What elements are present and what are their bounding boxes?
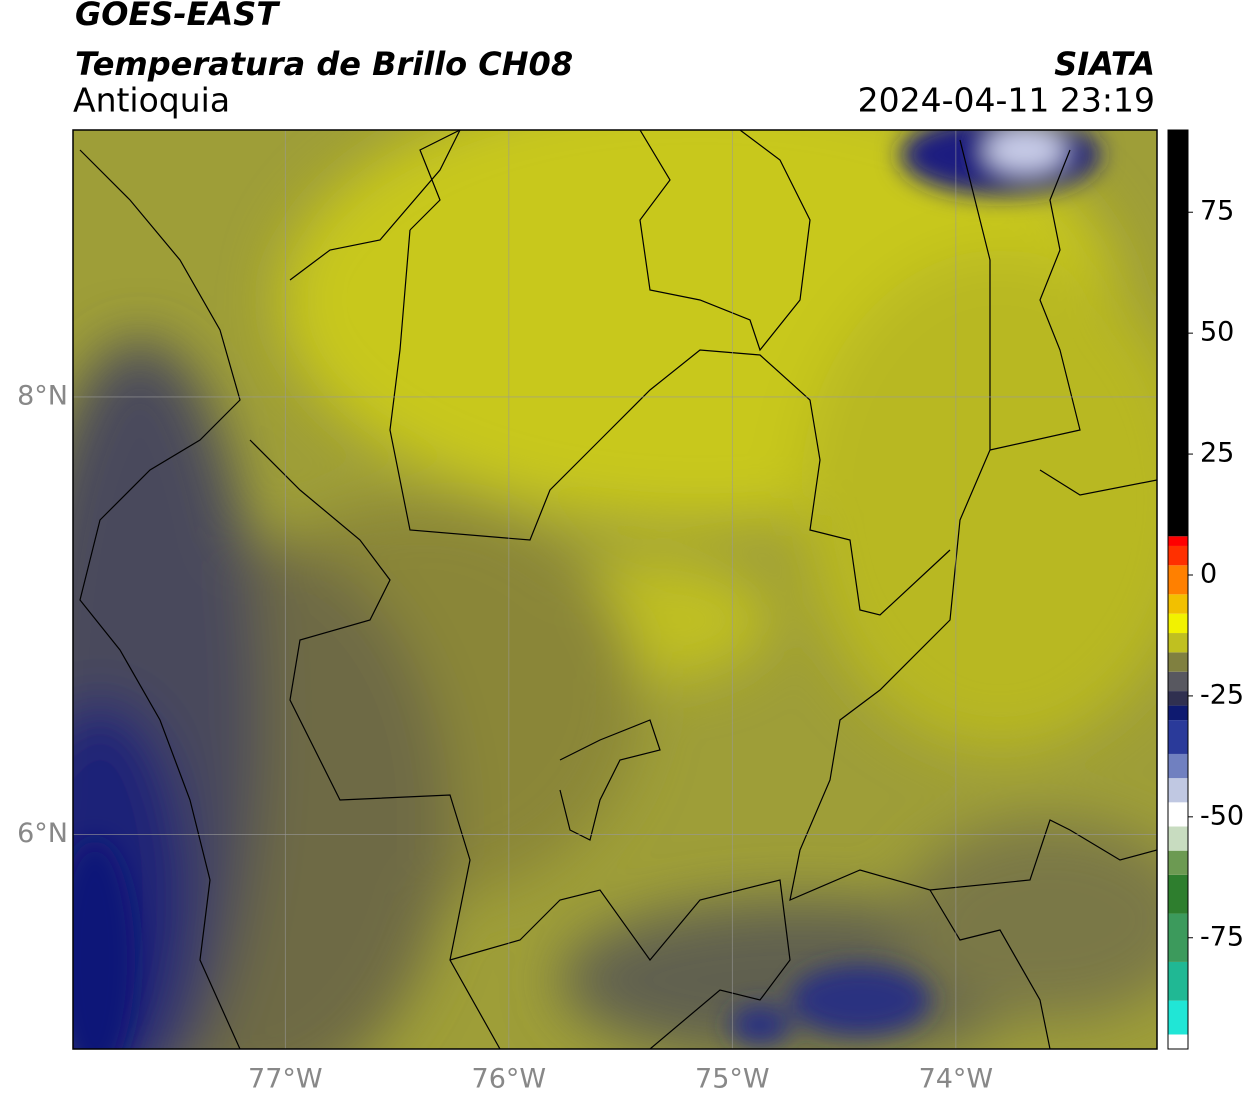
- colorbar-tick-label: 50: [1200, 317, 1234, 348]
- x-tick-label: 76°W: [472, 1064, 547, 1095]
- admin-borders: [79, 130, 1157, 1049]
- colorbar-segment: [1168, 652, 1188, 672]
- colorbar-segment: [1168, 594, 1188, 614]
- timestamp: 2024-04-11 23:19: [858, 81, 1155, 120]
- y-tick-label: 6°N: [17, 818, 68, 849]
- colorbar-segment: [1168, 1034, 1188, 1049]
- colorbar-segment: [1168, 545, 1188, 566]
- source-label: SIATA: [1054, 45, 1155, 83]
- colorbar-frame: [1167, 129, 1189, 1050]
- region-label: Antioquia: [73, 81, 230, 120]
- colorbar-segment: [1168, 874, 1188, 914]
- colorbar-segment: [1168, 536, 1188, 546]
- x-tick-label: 75°W: [695, 1064, 770, 1095]
- colorbar-segment: [1168, 850, 1188, 875]
- colorbar-segment: [1168, 802, 1188, 827]
- colorbar-segment: [1168, 613, 1188, 634]
- colorbar-segment: [1168, 1000, 1188, 1035]
- colorbar-segment: [1168, 961, 1188, 1001]
- subtitle: Temperatura de Brillo CH08: [75, 45, 573, 83]
- colorbar-segment: [1168, 633, 1188, 653]
- x-tick-label: 77°W: [248, 1064, 323, 1095]
- colorbar-segment: [1168, 565, 1188, 595]
- gridlines: [73, 130, 1157, 1049]
- map-field: [73, 130, 1157, 1049]
- colorbar-segment: [1168, 130, 1188, 537]
- x-tick-label: 74°W: [919, 1064, 994, 1095]
- colorbar-tick-label: 25: [1200, 438, 1234, 469]
- title: GOES-EAST: [75, 0, 280, 33]
- colorbar-segment: [1168, 691, 1188, 706]
- colorbar-segment: [1168, 826, 1188, 851]
- colorbar-tick-label: -75: [1200, 921, 1244, 952]
- colorbar-tick-label: 0: [1200, 558, 1217, 589]
- colorbar-segment: [1168, 778, 1188, 803]
- colorbar-tick-label: 75: [1200, 196, 1234, 227]
- colorbar: [1168, 130, 1193, 1049]
- colorbar-segment: [1168, 913, 1188, 962]
- colorbar-tick-label: -25: [1200, 679, 1244, 710]
- y-tick-label: 8°N: [17, 380, 68, 411]
- colorbar-segment: [1168, 671, 1188, 692]
- colorbar-segment: [1168, 705, 1188, 721]
- cold-cloud-tops: [73, 130, 1100, 1049]
- map-frame: [72, 129, 1158, 1050]
- colorbar-segment: [1168, 753, 1188, 779]
- colorbar-tick-label: -50: [1200, 800, 1244, 831]
- colorbar-segment: [1168, 720, 1188, 754]
